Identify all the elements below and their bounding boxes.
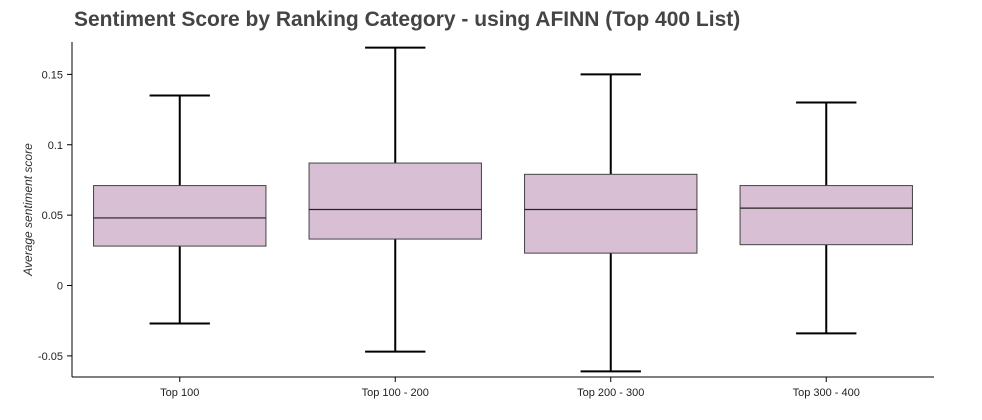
box-iqr (739, 185, 913, 246)
box-iqr (93, 185, 267, 247)
x-tick-label: Top 100 (160, 387, 199, 399)
y-tick-label: 0.1 (48, 140, 63, 152)
chart-title: Sentiment Score by Ranking Category - us… (74, 8, 741, 31)
y-tick-label: 0.15 (42, 69, 63, 81)
y-tick-label: 0 (57, 281, 63, 293)
x-tick-label: Top 300 - 400 (793, 387, 860, 399)
y-tick-label: -0.05 (38, 351, 63, 363)
x-tick-label: Top 100 - 200 (362, 387, 429, 399)
box-iqr (524, 173, 698, 254)
box-iqr (308, 162, 482, 240)
y-tick-label: 0.05 (42, 210, 63, 222)
y-axis-label: Average sentiment score (21, 143, 35, 277)
x-tick-label: Top 200 - 300 (577, 387, 644, 399)
